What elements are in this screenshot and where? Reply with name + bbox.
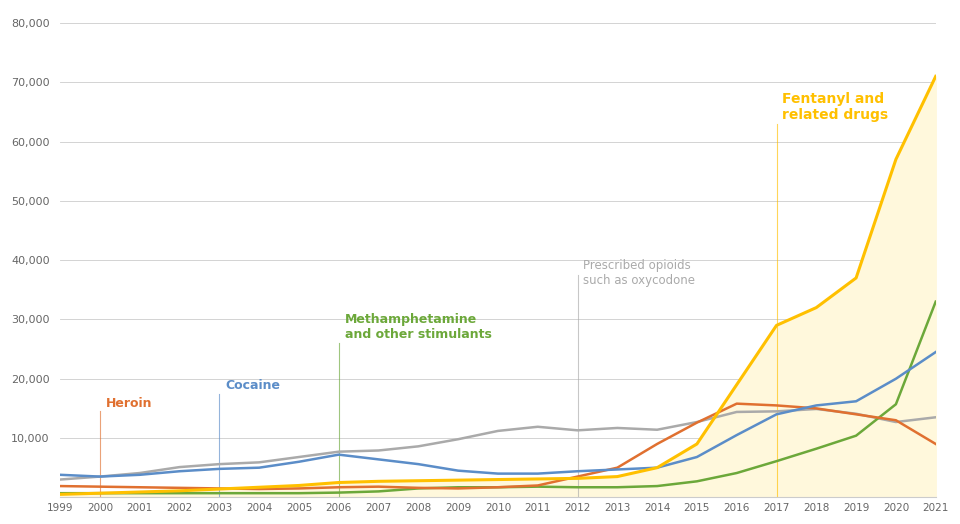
Text: Prescribed opioids
such as oxycodone: Prescribed opioids such as oxycodone [584, 259, 695, 287]
Text: Cocaine: Cocaine [226, 379, 280, 392]
Text: Methamphetamine
and other stimulants: Methamphetamine and other stimulants [345, 313, 492, 342]
Text: Fentanyl and
related drugs: Fentanyl and related drugs [782, 92, 889, 122]
Text: Heroin: Heroin [106, 397, 153, 410]
